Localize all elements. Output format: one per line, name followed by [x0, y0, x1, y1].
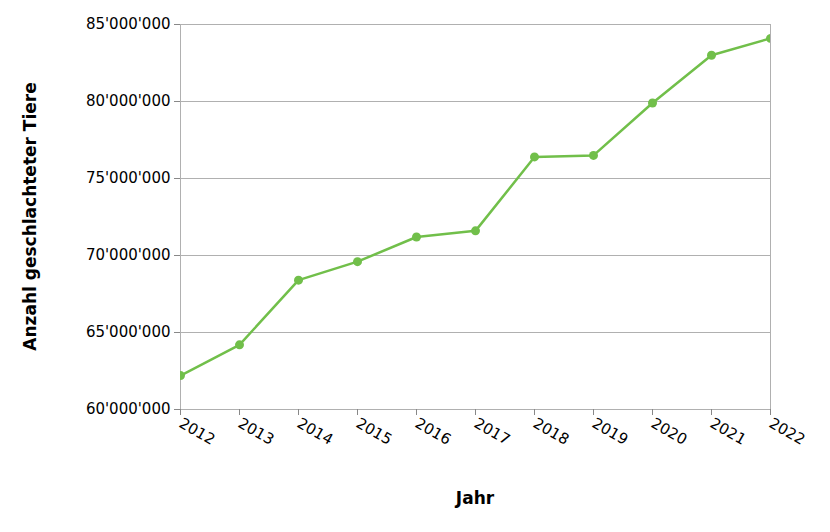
svg-text:Anzahl geschlachteter Tiere: Anzahl geschlachteter Tiere [20, 82, 40, 350]
svg-text:Jahr: Jahr [455, 488, 495, 508]
svg-text:2022: 2022 [766, 414, 808, 449]
svg-text:2013: 2013 [235, 414, 277, 449]
svg-text:75'000'000: 75'000'000 [86, 169, 171, 187]
svg-text:60'000'000: 60'000'000 [86, 400, 171, 418]
svg-text:85'000'000: 85'000'000 [86, 15, 171, 33]
svg-text:80'000'000: 80'000'000 [86, 92, 171, 110]
svg-text:2021: 2021 [707, 414, 749, 449]
svg-text:2015: 2015 [353, 414, 395, 449]
svg-text:2018: 2018 [530, 414, 572, 449]
svg-text:65'000'000: 65'000'000 [86, 323, 171, 341]
svg-text:2016: 2016 [412, 414, 454, 449]
svg-text:2014: 2014 [294, 414, 336, 449]
svg-text:2019: 2019 [589, 414, 631, 449]
svg-text:70'000'000: 70'000'000 [86, 246, 171, 264]
svg-text:2020: 2020 [648, 414, 690, 449]
svg-text:2012: 2012 [176, 414, 218, 449]
svg-text:2017: 2017 [471, 414, 513, 449]
